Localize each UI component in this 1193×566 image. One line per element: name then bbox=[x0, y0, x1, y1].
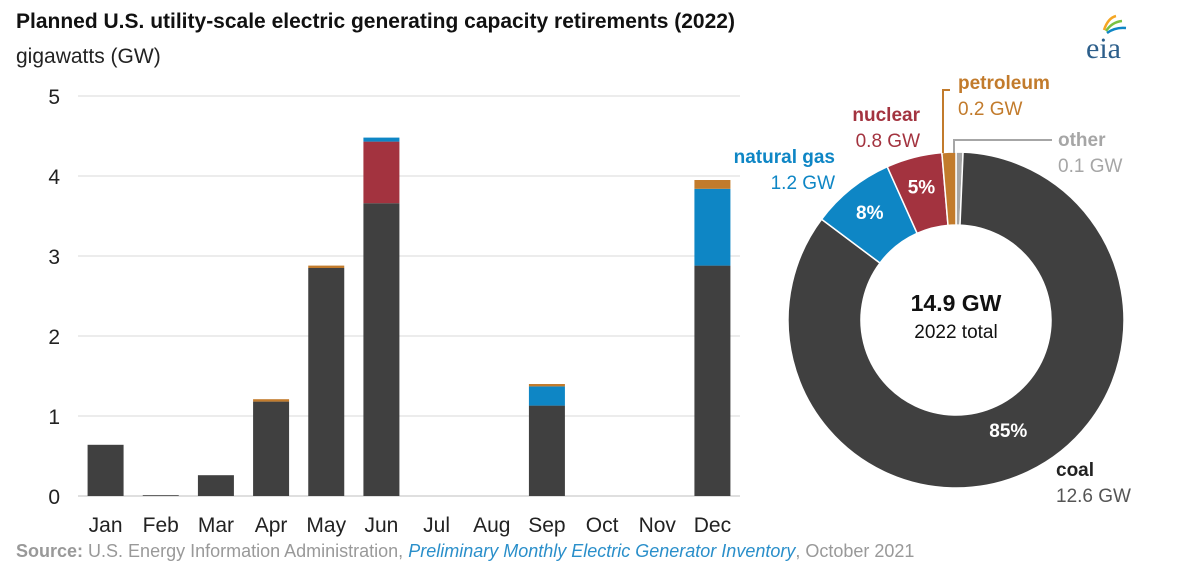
bar-petroleum bbox=[308, 265, 345, 268]
bar-gridlines bbox=[78, 95, 740, 497]
bar-petroleum bbox=[528, 384, 565, 387]
bar-coal bbox=[253, 401, 290, 496]
source-note: Source: U.S. Energy Information Administ… bbox=[16, 541, 914, 562]
eia-logo-mark bbox=[1102, 14, 1127, 35]
x-tick-label: Apr bbox=[255, 514, 288, 537]
x-tick-label: Sep bbox=[528, 514, 565, 537]
donut-pct-label: 5% bbox=[908, 177, 936, 198]
bar-petroleum bbox=[694, 180, 731, 189]
bar-coal bbox=[308, 268, 345, 496]
chart-title: Planned U.S. utility-scale electric gene… bbox=[16, 10, 735, 33]
donut-value-label-coal: 12.6 GW bbox=[1056, 486, 1131, 507]
eia-logo-text: eia bbox=[1086, 32, 1121, 64]
y-tick-label: 2 bbox=[48, 326, 60, 349]
donut-value-label-natural-gas: 1.2 GW bbox=[771, 173, 835, 194]
bar-coal bbox=[197, 475, 234, 496]
donut-center-label: 2022 total bbox=[914, 322, 997, 343]
y-tick-label: 0 bbox=[48, 486, 60, 509]
donut-name-label-coal: coal bbox=[1056, 460, 1094, 481]
x-tick-label: Dec bbox=[694, 514, 731, 537]
bar-coal bbox=[363, 203, 400, 496]
chart-subtitle: gigawatts (GW) bbox=[16, 45, 161, 68]
leader-line-petroleum bbox=[942, 89, 950, 153]
donut-name-label-nuclear: nuclear bbox=[852, 105, 920, 126]
y-tick-label: 1 bbox=[48, 406, 60, 429]
donut-value-label-other: 0.1 GW bbox=[1058, 156, 1122, 177]
x-tick-label: Jan bbox=[89, 514, 123, 537]
x-tick-label: Nov bbox=[639, 514, 677, 537]
x-tick-label: Jul bbox=[423, 514, 450, 537]
x-tick-label: Feb bbox=[143, 514, 179, 537]
bar-x-tick-labels: Jan Feb Mar Apr May Jun Jul Aug Sep Oct Nov Dec bbox=[89, 514, 731, 537]
x-tick-label: Oct bbox=[586, 514, 619, 537]
bar-petroleum bbox=[253, 399, 290, 402]
source-label: Source: bbox=[16, 541, 84, 561]
bar-natural-gas bbox=[363, 137, 400, 142]
x-tick-label: Aug bbox=[473, 514, 510, 537]
donut-slice-petroleum bbox=[941, 151, 957, 227]
donut-value-label-nuclear: 0.8 GW bbox=[856, 131, 920, 152]
x-tick-label: Jun bbox=[364, 514, 398, 537]
donut-name-label-natural-gas: natural gas bbox=[734, 147, 835, 168]
donut-chart bbox=[787, 151, 1125, 489]
donut-slice-coal bbox=[787, 151, 1125, 489]
bar-coal bbox=[528, 405, 565, 496]
source-publication: Preliminary Monthly Electric Generator I… bbox=[408, 541, 796, 561]
y-tick-label: 5 bbox=[48, 86, 60, 109]
donut-center-value: 14.9 GW bbox=[911, 290, 1002, 316]
bar-nuclear bbox=[363, 141, 400, 204]
bar-coal bbox=[142, 495, 179, 496]
donut-name-label-other: other bbox=[1058, 130, 1106, 151]
donut-pct-label: 85% bbox=[989, 421, 1027, 442]
bar-natural-gas bbox=[528, 386, 565, 406]
bar-coal bbox=[87, 444, 124, 496]
x-tick-label: Mar bbox=[198, 514, 234, 537]
donut-labels: 85% 8% 5% other 0.1 GW coal 12.6 GW natural gas… bbox=[734, 73, 1131, 507]
donut-pct-label: 8% bbox=[856, 203, 884, 224]
y-tick-label: 3 bbox=[48, 246, 60, 269]
leader-line-other bbox=[953, 139, 1052, 153]
bar-series bbox=[87, 137, 731, 496]
donut-value-label-petroleum: 0.2 GW bbox=[958, 99, 1022, 120]
donut-leader-lines bbox=[942, 89, 1052, 153]
eia-logo: eia bbox=[1086, 14, 1127, 64]
y-tick-label: 4 bbox=[48, 166, 60, 189]
x-tick-label: May bbox=[306, 514, 346, 537]
source-date: , October 2021 bbox=[795, 541, 915, 561]
bar-natural-gas bbox=[694, 188, 731, 266]
donut-name-label-petroleum: petroleum bbox=[958, 73, 1050, 94]
source-agency: U.S. Energy Information Administration, bbox=[88, 541, 404, 561]
bar-coal bbox=[694, 265, 731, 496]
bar-y-tick-labels: 0 1 2 3 4 5 bbox=[48, 86, 60, 509]
